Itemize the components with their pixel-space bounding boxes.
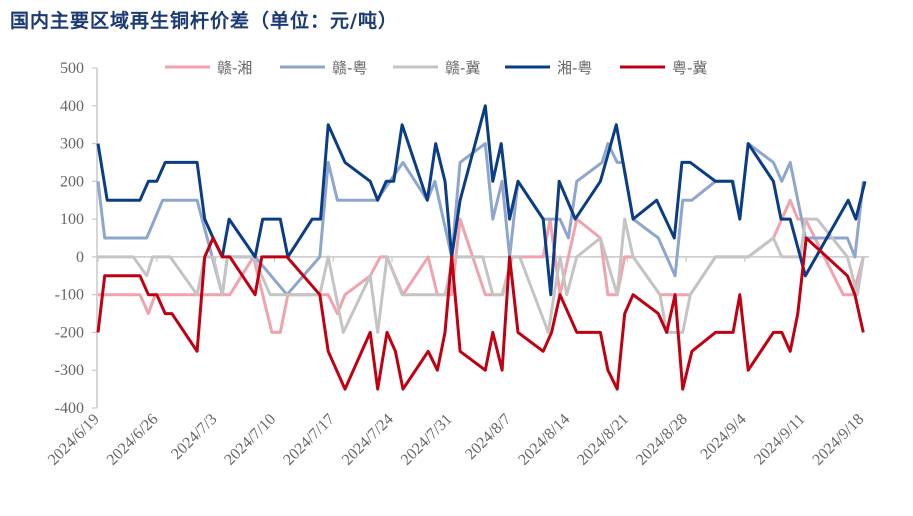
y-tick-label: 200 xyxy=(60,173,84,190)
y-tick-label: -300 xyxy=(55,362,84,379)
series-line-1 xyxy=(98,198,865,334)
x-tick-label: 2024/8/21 xyxy=(574,411,632,469)
x-tick-label: 2024/7/24 xyxy=(339,411,397,469)
y-tick-label: -200 xyxy=(55,324,84,341)
x-tick-label: 2024/9/11 xyxy=(751,411,808,468)
x-tick-label: 2024/7/3 xyxy=(168,411,220,463)
y-tick-label: -400 xyxy=(55,400,84,417)
y-tick-label: 0 xyxy=(76,249,84,266)
x-tick-label: 2024/9/18 xyxy=(809,411,867,469)
legend-label-3: 赣-冀 xyxy=(445,59,480,77)
legend-label-5: 粤-冀 xyxy=(672,59,707,77)
series-line-4 xyxy=(96,104,867,297)
y-tick-label: 100 xyxy=(60,211,84,228)
x-tick-label: 2024/9/4 xyxy=(697,411,749,463)
y-tick-label: 300 xyxy=(60,136,84,153)
x-tick-label: 2024/8/14 xyxy=(515,411,573,469)
series-line-3 xyxy=(98,217,865,334)
chart-title: 国内主要区域再生铜杆价差（单位：元/吨） xyxy=(10,10,398,32)
legend-label-2: 赣-粤 xyxy=(332,59,367,77)
y-tick-label: 500 xyxy=(60,60,84,77)
series-line-2 xyxy=(96,142,865,297)
x-tick-label: 2024/7/17 xyxy=(280,411,338,469)
x-tick-label: 2024/8/7 xyxy=(462,411,514,463)
x-tick-label: 2024/6/26 xyxy=(104,411,162,469)
y-tick-label: -100 xyxy=(55,287,84,304)
series-line-5 xyxy=(96,236,865,391)
legend-label-1: 赣-湘 xyxy=(217,59,252,77)
x-tick-label: 2024/6/19 xyxy=(45,411,103,469)
y-tick-label: 400 xyxy=(60,98,84,115)
x-tick-label: 2024/8/28 xyxy=(633,411,691,469)
legend-label-4: 湘-粤 xyxy=(557,59,592,77)
x-tick-label: 2024/7/31 xyxy=(398,411,456,469)
x-tick-label: 2024/7/10 xyxy=(221,411,279,469)
